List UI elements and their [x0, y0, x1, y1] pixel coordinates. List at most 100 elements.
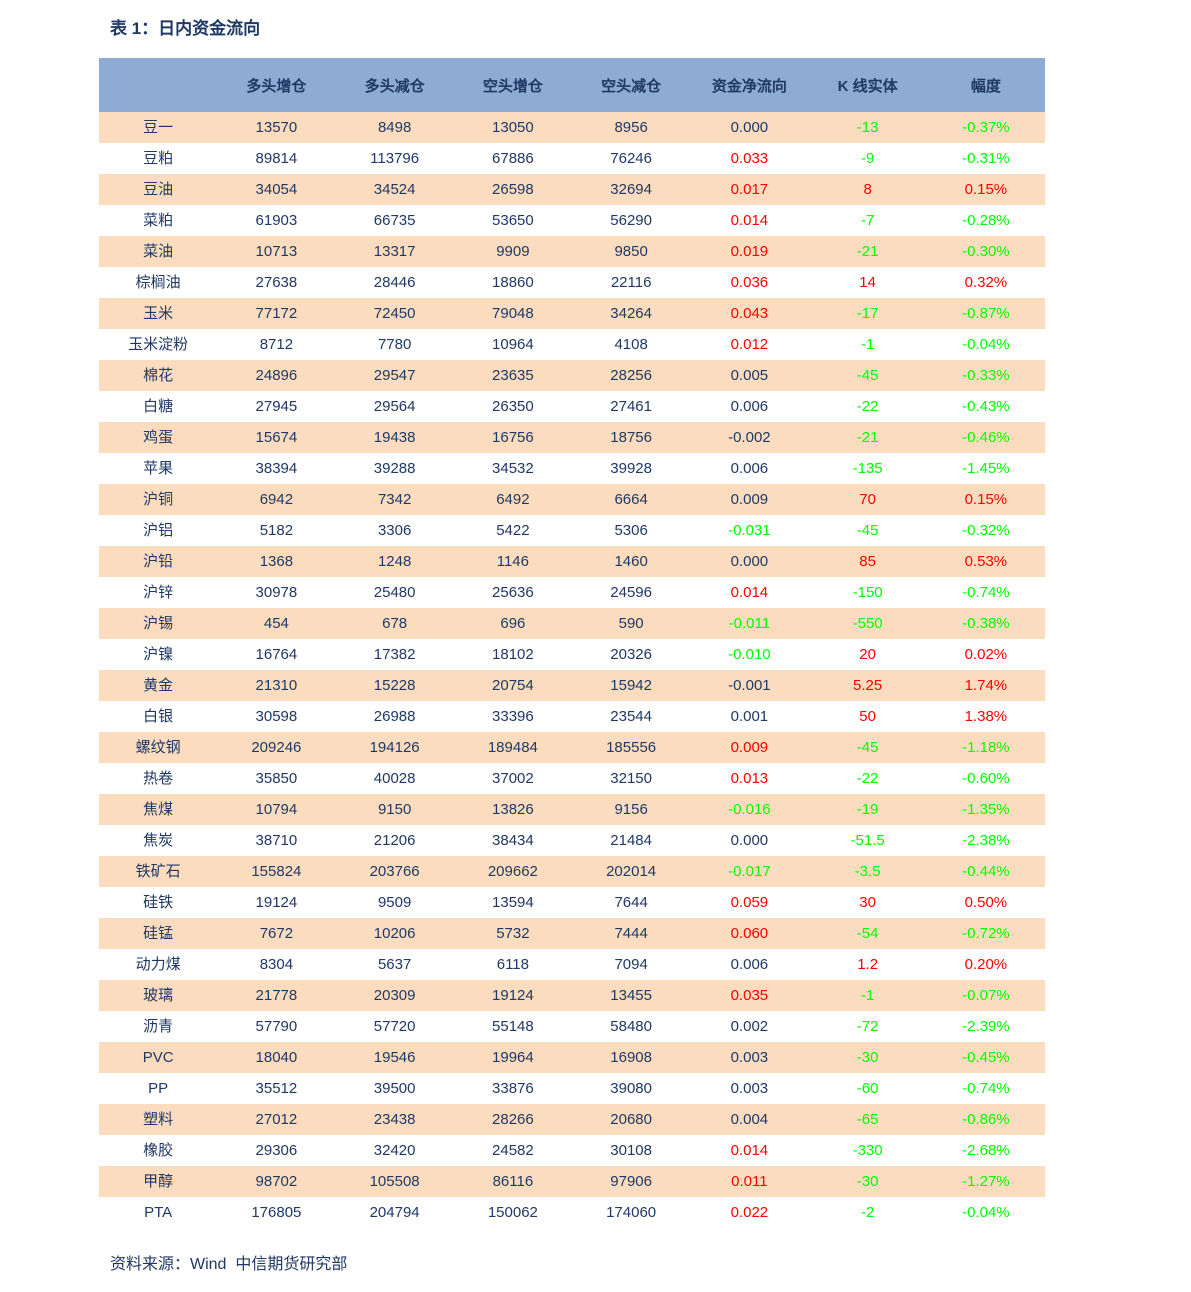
cell-long-add: 38710: [255, 832, 298, 849]
cell-short-reduce: 4108: [614, 336, 648, 353]
cell-long-add: 21778: [255, 987, 298, 1004]
cell-pct-change: 0.53%: [964, 553, 1008, 570]
cell-short-reduce: 202014: [606, 863, 657, 880]
cell-long-reduce: 203766: [369, 863, 420, 880]
cell-commodity: PTA: [144, 1204, 173, 1221]
cell-short-reduce: 24596: [610, 584, 652, 601]
cell-commodity: PVC: [142, 1049, 174, 1066]
cell-commodity: 热卷: [143, 770, 174, 787]
cell-pct-change: -0.74%: [962, 1080, 1010, 1097]
cell-long-reduce: 113796: [370, 150, 420, 167]
table-row: 热卷 35850 40028 37002 32150 0.013 -22 -0.60%: [99, 763, 1045, 794]
cell-commodity: 沥青: [143, 1018, 174, 1035]
cell-long-reduce: 72450: [373, 305, 416, 322]
cell-long-reduce: 29547: [373, 367, 416, 384]
cell-commodity: 棕榈油: [135, 274, 181, 291]
table-row: 玻璃 21778 20309 19124 13455 0.035 -1 -0.07%: [99, 980, 1045, 1011]
cell-long-add: 13570: [255, 119, 298, 136]
cell-pct-change: -1.45%: [962, 460, 1010, 477]
cell-pct-change: -0.33%: [962, 367, 1010, 384]
cell-k-body: -65: [856, 1111, 879, 1128]
cell-long-add: 18040: [255, 1049, 298, 1066]
cell-net-flow: -0.016: [728, 801, 771, 818]
table-row: 黄金 21310 15228 20754 15942 -0.001 5.25 1.74%: [99, 670, 1045, 701]
cell-long-reduce: 19438: [373, 429, 416, 446]
cell-long-add: 27638: [255, 274, 298, 291]
cell-k-body: -1: [860, 987, 875, 1004]
cell-short-add: 37002: [492, 770, 534, 787]
cell-commodity: 黄金: [143, 677, 174, 694]
cell-pct-change: 0.20%: [964, 956, 1008, 973]
cell-commodity: 铁矿石: [135, 863, 181, 880]
cell-long-add: 176805: [251, 1204, 302, 1221]
cell-commodity: 沪镍: [143, 646, 174, 663]
cell-k-body: -30: [856, 1049, 879, 1066]
cell-long-reduce: 17382: [373, 646, 416, 663]
cell-commodity: 白银: [143, 708, 174, 725]
table-row: 螺纹钢 209246 194126 189484 185556 0.009 -45 -1.18…: [99, 732, 1045, 763]
cell-long-add: 6942: [259, 491, 294, 508]
cell-short-reduce: 5306: [614, 522, 648, 539]
cell-long-reduce: 25480: [373, 584, 416, 601]
cell-net-flow: -0.017: [728, 863, 771, 880]
cell-k-body: -17: [856, 305, 879, 322]
table-title: 表 1：日内资金流向: [110, 19, 261, 38]
table-row: 沪铝 5182 3306 5422 5306 -0.031 -45 -0.32%: [99, 515, 1045, 546]
cell-long-add: 21310: [255, 677, 298, 694]
table-row: PP 35512 39500 33876 39080 0.003 -60 -0.74%: [99, 1073, 1045, 1104]
cell-short-add: 53650: [492, 212, 534, 229]
cell-k-body: -9: [860, 150, 875, 167]
cell-long-reduce: 678: [382, 615, 408, 632]
cell-pct-change: -0.44%: [962, 863, 1010, 880]
cell-net-flow: 0.019: [730, 243, 769, 260]
cell-long-add: 30978: [255, 584, 298, 601]
table-row: PTA 176805 204794 150062 174060 0.022 -2 -0.04%: [99, 1197, 1045, 1228]
cell-net-flow: 0.004: [730, 1111, 769, 1128]
cell-pct-change: -0.32%: [962, 522, 1010, 539]
cell-pct-change: -0.04%: [962, 1204, 1010, 1221]
cell-short-reduce: 97906: [610, 1173, 652, 1190]
table-row: 焦炭 38710 21206 38434 21484 0.000 -51.5 -2.38%: [99, 825, 1045, 856]
cell-short-reduce: 7094: [614, 956, 648, 973]
cell-short-reduce: 8956: [614, 119, 648, 136]
cell-short-add: 23635: [492, 367, 534, 384]
cell-long-reduce: 9150: [377, 801, 412, 818]
cell-commodity: 硅铁: [143, 894, 174, 911]
source-note: 资料来源：Wind 中信期货研究部: [110, 1256, 348, 1273]
header-cell-k-body: K 线实体: [808, 58, 927, 112]
table-row: 硅锰 7672 10206 5732 7444 0.060 -54 -0.72%: [99, 918, 1045, 949]
cell-pct-change: -0.28%: [962, 212, 1010, 229]
cell-commodity: 动力煤: [135, 956, 181, 973]
cell-pct-change: 0.50%: [964, 894, 1008, 911]
cell-commodity: 豆粕: [143, 150, 174, 167]
cell-short-add: 25636: [492, 584, 534, 601]
cell-long-add: 5182: [259, 522, 294, 539]
cell-pct-change: -1.18%: [962, 739, 1010, 756]
cell-long-add: 24896: [255, 367, 298, 384]
cell-long-reduce: 7780: [377, 336, 412, 353]
cell-commodity: 沪锌: [143, 584, 174, 601]
cell-k-body: -72: [856, 1018, 879, 1035]
header-cell-short-reduce: 空头减仓: [572, 58, 691, 112]
cell-long-add: 89814: [255, 150, 298, 167]
table-row: 苹果 38394 39288 34532 39928 0.006 -135 -1.45%: [99, 453, 1045, 484]
cell-pct-change: -1.35%: [962, 801, 1010, 818]
cell-long-add: 34054: [255, 181, 298, 198]
cell-k-body: -3.5: [854, 863, 881, 880]
cell-net-flow: -0.031: [728, 522, 771, 539]
cell-short-add: 79048: [492, 305, 534, 322]
header-cell-long-reduce: 多头减仓: [335, 58, 454, 112]
cell-net-flow: 0.005: [730, 367, 769, 384]
cell-commodity: 豆油: [143, 181, 174, 198]
cell-long-reduce: 13317: [373, 243, 416, 260]
table-row: 豆粕 89814 113796 67886 76246 0.033 -9 -0.31%: [99, 143, 1045, 174]
cell-k-body: -150: [852, 584, 883, 601]
cell-pct-change: -0.37%: [962, 119, 1010, 136]
cell-short-add: 18860: [492, 274, 534, 291]
cell-short-add: 189484: [487, 739, 538, 756]
cell-net-flow: 0.059: [730, 894, 769, 911]
cell-short-add: 86116: [492, 1173, 534, 1190]
table-body: 豆一 13570 8498 13050 8956 0.000 -13 -0.37% 豆粕 8981…: [99, 112, 1045, 1228]
cell-short-add: 6118: [496, 956, 529, 973]
cell-commodity: 苹果: [143, 460, 174, 477]
